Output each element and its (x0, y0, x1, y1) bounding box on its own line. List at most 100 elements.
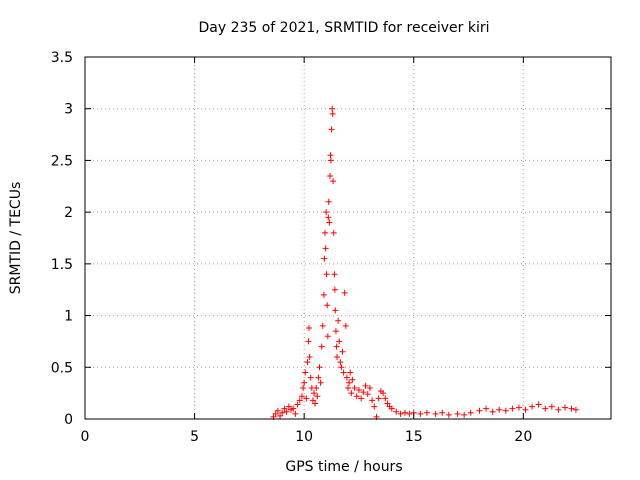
x-tick-label: 5 (190, 429, 199, 445)
data-point (303, 395, 310, 402)
data-point (349, 376, 356, 383)
data-point (489, 408, 496, 415)
data-point (535, 401, 542, 408)
chart-title: Day 235 of 2021, SRMTID for receiver kir… (198, 20, 489, 36)
data-point (348, 390, 355, 397)
x-tick-label: 0 (81, 429, 90, 445)
data-point (290, 405, 297, 412)
data-point (343, 374, 350, 381)
data-point (315, 374, 322, 381)
data-point (323, 271, 330, 278)
data-point (325, 198, 332, 205)
data-point (439, 409, 446, 416)
x-tick-label: 20 (514, 429, 532, 445)
plot-frame (84, 56, 612, 420)
data-point (330, 229, 337, 236)
data-point (329, 105, 336, 112)
data-point (317, 379, 324, 386)
data-point (461, 411, 468, 418)
data-point (302, 369, 309, 376)
data-point (445, 411, 452, 418)
x-tick-label: 15 (405, 429, 423, 445)
data-point (351, 384, 358, 391)
data-point (355, 387, 362, 394)
data-point (314, 393, 321, 400)
data-point (304, 359, 311, 366)
data-point (336, 338, 343, 345)
data-point (337, 359, 344, 366)
data-point (331, 286, 338, 293)
data-point (542, 405, 549, 412)
data-point (296, 397, 303, 404)
data-point (320, 291, 327, 298)
data-point (406, 410, 413, 417)
data-point (366, 384, 373, 391)
data-point (515, 404, 522, 411)
y-tick-label: 3 (64, 102, 73, 118)
data-point (318, 343, 325, 350)
data-point (388, 405, 395, 412)
data-point (305, 338, 312, 345)
data-point (281, 405, 288, 412)
data-point (324, 333, 331, 340)
data-point (305, 324, 312, 331)
data-point (496, 406, 503, 413)
data-point (347, 369, 354, 376)
data-point (277, 412, 284, 419)
data-point (301, 379, 308, 386)
data-point (548, 403, 555, 410)
data-point (300, 384, 307, 391)
data-point (312, 400, 319, 407)
data-point (522, 406, 529, 413)
data-point (358, 395, 365, 402)
data-point (371, 403, 378, 410)
data-point (325, 214, 332, 221)
data-point (330, 178, 337, 185)
data-point (529, 403, 536, 410)
axis-ticks: 0 5 10 15 20 0 0.5 1 1.5 2 2.5 3 3.5 (51, 50, 611, 445)
data-point (332, 307, 339, 314)
data-point (334, 353, 341, 360)
data-point (311, 390, 318, 397)
data-point (384, 400, 391, 407)
x-tick-label: 10 (295, 429, 313, 445)
data-point (316, 364, 323, 371)
data-points (270, 105, 579, 420)
data-point (380, 390, 387, 397)
data-point (362, 382, 369, 389)
data-point (568, 405, 575, 412)
data-point (322, 245, 329, 252)
data-point (360, 389, 367, 396)
data-point (401, 409, 408, 416)
y-tick-label: 2.5 (51, 153, 73, 169)
data-point (340, 369, 347, 376)
data-point (339, 348, 346, 355)
data-point (292, 410, 299, 417)
data-point (483, 405, 490, 412)
data-point (393, 408, 400, 415)
data-point (307, 374, 314, 381)
y-tick-label: 1 (64, 309, 73, 325)
y-tick-label: 3.5 (51, 50, 73, 66)
y-tick-label: 1.5 (51, 257, 73, 273)
data-point (324, 302, 331, 309)
data-point (331, 271, 338, 278)
data-point (509, 405, 516, 412)
grid (85, 57, 611, 419)
y-tick-label: 0.5 (51, 360, 73, 376)
data-point (375, 395, 382, 402)
data-point (335, 317, 342, 324)
data-point (342, 322, 349, 329)
data-point (454, 410, 461, 417)
data-point (353, 393, 360, 400)
data-point (332, 328, 339, 335)
data-point (417, 410, 424, 417)
data-point (285, 403, 292, 410)
y-tick-label: 0 (64, 412, 73, 428)
data-point (572, 406, 579, 413)
data-point (327, 172, 334, 179)
data-point (321, 255, 328, 262)
data-point (423, 409, 430, 416)
data-point (467, 409, 474, 416)
